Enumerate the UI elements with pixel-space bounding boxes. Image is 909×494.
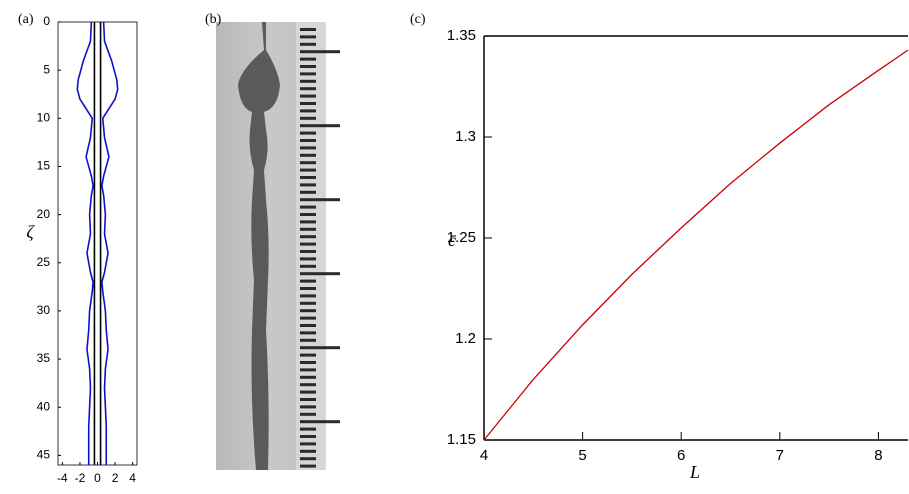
ruler-tick	[300, 116, 316, 120]
panel-label: (a)	[18, 12, 34, 27]
ruler-tick	[300, 294, 316, 298]
ruler-tick	[300, 309, 316, 313]
ruler-tick	[300, 153, 316, 157]
ruler-tick	[300, 361, 316, 364]
ruler-tick	[300, 390, 316, 394]
ruler-tick	[300, 102, 316, 105]
x-tick-label: 7	[776, 447, 784, 464]
y-axis-label: c̄	[448, 230, 457, 250]
ruler-tick	[300, 109, 316, 113]
y-tick-label: 40	[37, 399, 51, 413]
photo	[216, 22, 340, 470]
ruler-tick	[300, 72, 316, 76]
x-tick-label: 0	[94, 471, 101, 485]
x-tick-label: -2	[75, 471, 86, 485]
y-tick-label: 1.2	[455, 330, 476, 347]
ruler-tick	[300, 50, 340, 54]
y-axis-label: ζ	[26, 222, 35, 242]
x-tick-label: 4	[129, 471, 136, 485]
ruler-tick	[300, 190, 316, 194]
ruler-tick	[300, 183, 316, 187]
ruler-tick	[300, 57, 316, 61]
ruler-tick	[300, 301, 316, 305]
ruler-tick	[300, 205, 316, 209]
series-line	[76, 21, 94, 465]
y-tick-label: 1.35	[447, 27, 476, 44]
ruler-tick	[300, 353, 316, 357]
ruler-tick	[300, 28, 316, 31]
y-tick-label: 45	[37, 448, 51, 462]
ruler-tick	[300, 346, 340, 350]
ruler-tick	[300, 383, 316, 387]
x-tick-label: 6	[677, 447, 685, 464]
ruler-tick	[300, 65, 316, 68]
ruler-tick	[300, 168, 316, 172]
ruler-tick	[300, 235, 316, 239]
ruler-tick	[300, 272, 340, 276]
ruler-ticks	[300, 28, 340, 468]
ruler-tick	[300, 279, 316, 283]
x-axis-label: L	[689, 462, 700, 482]
x-tick-label: 2	[112, 471, 119, 485]
ruler-tick	[300, 79, 316, 83]
ruler-tick	[300, 449, 316, 453]
ruler-tick	[300, 161, 316, 165]
ruler-tick	[300, 427, 316, 431]
x-tick-label: 8	[874, 447, 882, 464]
ruler-tick	[300, 94, 316, 98]
panel-label: (c)	[410, 12, 426, 27]
ruler-tick	[300, 412, 316, 416]
ruler-tick	[300, 227, 316, 231]
x-tick-label: 5	[578, 447, 586, 464]
ruler-tick	[300, 464, 316, 468]
ruler-tick	[300, 264, 316, 268]
y-tick-label: 5	[43, 62, 50, 76]
series-line	[483, 49, 909, 441]
ruler-tick	[300, 198, 340, 202]
y-tick-label: 35	[37, 351, 51, 365]
ruler-tick	[300, 124, 340, 128]
ruler-tick	[300, 420, 340, 424]
y-tick-label: 20	[37, 207, 51, 221]
ruler-tick	[300, 316, 316, 320]
y-tick-label: 1.15	[447, 431, 476, 448]
y-tick-label: 15	[37, 159, 51, 173]
ruler-tick	[300, 257, 316, 261]
y-tick-label: 30	[37, 303, 51, 317]
ruler-tick	[300, 146, 316, 150]
jet	[238, 22, 280, 470]
ruler-tick	[300, 398, 316, 401]
ruler-tick	[300, 220, 316, 224]
ruler-tick	[300, 368, 316, 372]
ruler-tick	[300, 287, 316, 290]
ruler-tick	[300, 242, 316, 246]
ruler-tick	[300, 213, 316, 216]
ruler-tick	[300, 176, 316, 179]
ruler-tick	[300, 331, 316, 335]
ruler-tick	[300, 405, 316, 409]
ruler-tick	[300, 375, 316, 379]
x-tick-label: 4	[480, 447, 488, 464]
y-tick-label: 1.3	[455, 128, 476, 145]
ruler-tick	[300, 442, 316, 446]
ruler-tick	[300, 250, 316, 253]
ruler-tick	[300, 35, 316, 39]
y-tick-label: 25	[37, 255, 51, 269]
ruler-tick	[300, 139, 316, 142]
ruler-tick	[300, 87, 316, 91]
series-line	[101, 21, 119, 465]
ruler-tick	[300, 131, 316, 135]
y-tick-label: 0	[43, 14, 50, 28]
ruler-tick	[300, 324, 316, 327]
ruler-tick	[300, 435, 316, 438]
ruler-tick	[300, 42, 316, 46]
ruler-tick	[300, 338, 316, 342]
y-tick-label: 10	[37, 110, 51, 124]
y-tick-label: 1.25	[447, 229, 476, 246]
plot-frame	[57, 21, 138, 466]
x-tick-label: -4	[57, 471, 68, 485]
ruler-tick	[300, 457, 316, 461]
panel-label: (b)	[205, 12, 222, 27]
